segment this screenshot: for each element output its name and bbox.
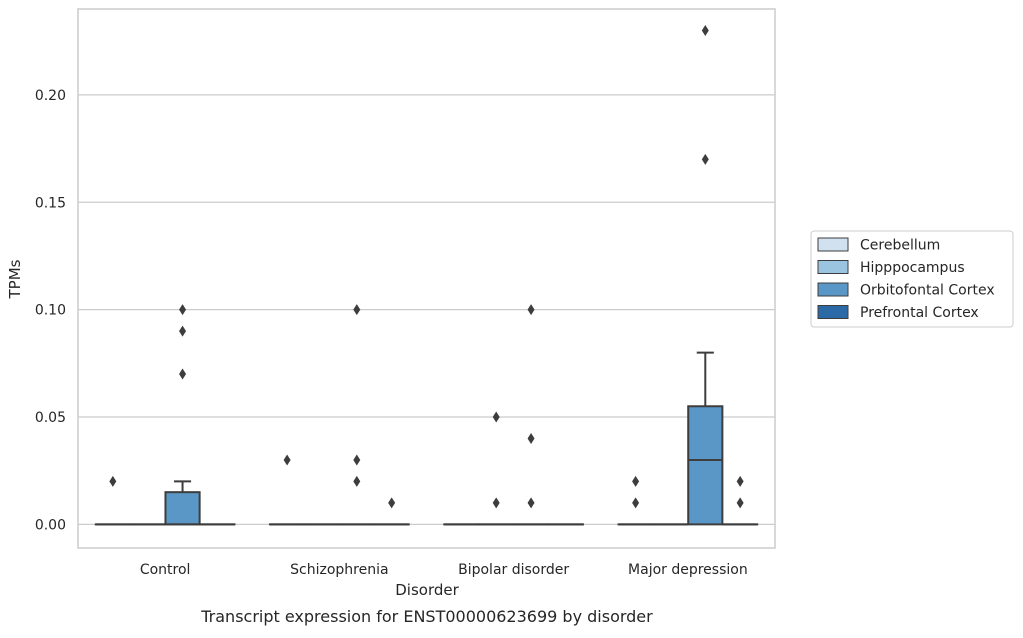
box-group [375,497,409,524]
outlier-point [632,476,639,487]
legend-swatch [818,261,848,274]
outlier-point [388,497,395,508]
outlier-point [528,304,535,315]
box-group [688,25,722,524]
legend-swatch [818,306,848,319]
outlier-point [353,304,360,315]
plot-frame [78,9,775,548]
outlier-point [737,476,744,487]
legend-label: Prefrontal Cortex [860,305,979,321]
outlier-point [493,497,500,508]
box-group [723,476,757,524]
box [165,492,199,524]
x-tick-labels: Control Schizophrenia Bipolar disorder Majo… [140,562,748,578]
outlier-point [737,497,744,508]
legend-label: Cerebellum [860,238,940,254]
outlier-point [353,476,360,487]
box-group [514,304,548,524]
y-axis-label: TPMs [6,259,24,299]
legend-swatch [818,238,848,251]
outlier-point [179,369,186,380]
outlier-point [284,454,291,465]
y-tick-labels: 0.00 0.05 0.10 0.15 0.20 [35,88,66,533]
box-group [270,454,304,524]
outlier-point [702,154,709,165]
y-tick-label: 0.10 [35,303,66,319]
figure-caption: Transcript expression for ENST0000062369… [200,607,653,626]
y-tick-label: 0.05 [35,410,66,426]
box-group [340,304,374,524]
outlier-point [528,433,535,444]
y-tick-label: 0.20 [35,88,66,104]
x-tick-label: Control [140,562,191,578]
x-axis-label: Disorder [395,581,459,599]
x-tick-label: Major depression [628,562,748,578]
x-tick-label: Schizophrenia [290,562,388,578]
outlier-point [179,304,186,315]
x-tick-label: Bipolar disorder [458,562,569,578]
box [688,406,722,524]
outlier-point [632,497,639,508]
outlier-point [493,412,500,423]
outlier-point [353,454,360,465]
legend-label: Hipppocampus [860,260,965,276]
outlier-point [702,25,709,36]
legend: Cerebellum Hipppocampus Orbitofontal Corte… [811,231,1013,327]
y-tick-label: 0.15 [35,195,66,211]
box-group [165,304,199,524]
box-plots [96,25,757,524]
box-group [619,476,653,524]
y-tick-label: 0.00 [35,517,66,533]
box-group [479,412,513,525]
legend-label: Orbitofontal Cortex [860,283,995,299]
outlier-point [179,326,186,337]
legend-swatch [818,283,848,296]
outlier-point [528,497,535,508]
box-group [96,476,130,524]
outlier-point [109,476,116,487]
